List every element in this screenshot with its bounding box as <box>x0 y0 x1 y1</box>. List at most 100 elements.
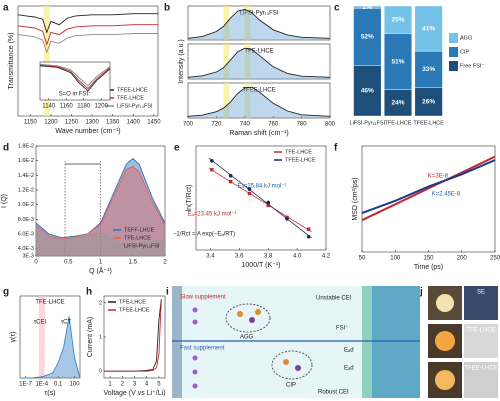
x-tick-label: 1150 <box>24 120 38 126</box>
y-tick-label: 4.0E-3 <box>18 246 34 252</box>
annotation: Eₐ=23.45 kJ mol⁻¹ <box>188 212 237 218</box>
panel: g 1E-7 1E-4 0.1 100 τ(s) γ(τ) TFE-LHCE τCEI τCT <box>3 287 81 397</box>
plot-frame <box>361 145 496 253</box>
bar-segment <box>414 5 443 52</box>
x-tick-label: 50 <box>359 256 366 262</box>
x-tick-label: 200 <box>457 256 468 262</box>
x-tick-label: 250 <box>490 256 500 262</box>
x-tick-label: 1180 <box>77 104 91 110</box>
photo <box>464 286 498 320</box>
y-tick-label: 1.4E-2 <box>18 173 34 179</box>
photo-caption: TFE-LHCE <box>466 328 495 334</box>
panel: c 46% 52% 2% LiFSI-Pyr₁₃FSI 24% 51% 25% TFE-LHCE… <box>334 3 484 127</box>
y-tick-label: 1.2E-2 <box>18 187 34 193</box>
highlight-band <box>43 6 50 116</box>
area <box>36 166 165 256</box>
x-axis-label: Time (ps) <box>414 264 443 271</box>
panel-title: LiFSI-Pyr₁₃FSI <box>240 11 279 17</box>
point <box>306 227 311 231</box>
panel-title: TFEE-LHCE <box>242 88 275 94</box>
x-axis-label: Raman shift (cm⁻¹) <box>229 130 288 137</box>
point <box>266 200 271 205</box>
legend-label: AGG <box>460 35 472 41</box>
y-axis-label: ln(T/Rct) <box>186 185 193 212</box>
point <box>210 168 214 172</box>
panel-letter: d <box>3 143 9 154</box>
bar-segment <box>414 87 443 117</box>
y-tick-label: 8.0E-3 <box>18 217 34 223</box>
line <box>187 8 331 39</box>
x-tick-label: 1 <box>99 260 103 266</box>
x-axis-label: Voltage (V vs Li⁺/Li) <box>103 390 165 397</box>
photo-caption: TFEE-LHCE <box>464 366 497 372</box>
line <box>187 47 331 78</box>
li-ion <box>192 383 198 389</box>
panel-letter: c <box>334 3 340 14</box>
value-label: 52% <box>361 34 374 41</box>
photo <box>464 324 498 358</box>
li-ion <box>192 319 198 325</box>
x-tick-label: 1450 <box>147 120 161 126</box>
diagram-label: AGG <box>240 335 254 341</box>
x-tick-label: 1E-4 <box>35 382 48 388</box>
line <box>39 65 111 92</box>
value-label: 46% <box>361 87 374 94</box>
diagram-label: FSI⁻ <box>336 326 349 332</box>
diagram-label: CIP <box>286 383 296 389</box>
y-tick-label: 2 <box>99 300 102 306</box>
annotation: K=3E-8 <box>428 174 449 180</box>
x-tick-label: 3.4 <box>206 254 215 260</box>
x-tick-label: 2 <box>121 382 125 388</box>
value-label: 26% <box>422 98 435 105</box>
highlight-band <box>223 83 230 118</box>
y-tick-label: 1.6E-2 <box>18 158 34 164</box>
x-axis-label: 1000/T (K⁻¹) <box>242 262 281 269</box>
plot-frame <box>19 295 81 379</box>
panel: Intensity (a.u.) TFE-LHCE <box>178 39 331 84</box>
legend-label: TEFF-LHCE <box>124 227 155 233</box>
panel-letter: a <box>3 3 9 14</box>
x-tick-label: 1400 <box>127 120 141 126</box>
line <box>187 86 331 117</box>
panel-letter: g <box>3 287 9 298</box>
y-tick-label: 0 <box>99 369 102 375</box>
line <box>35 157 166 239</box>
x-tick-label: 1200 <box>95 104 109 110</box>
annotation: τCEI <box>34 320 47 326</box>
x-tick-label: 1350 <box>106 120 120 126</box>
x-tick-label: TFEE-LHCE <box>413 120 444 126</box>
panel: d 0 0.5 1 1.5 2 3E-34.0E-3 6.0E-3 8.0E-3 1.0E-2 1.… <box>1 143 167 275</box>
x-axis-label: Q (Å⁻¹) <box>89 266 112 275</box>
line <box>104 299 162 372</box>
glow <box>435 331 455 351</box>
cathode <box>372 286 420 398</box>
panel-title: TFE-LHCE <box>244 49 273 55</box>
annotation: τCT <box>61 320 72 326</box>
line <box>361 159 496 215</box>
photo <box>464 362 498 398</box>
line <box>20 316 81 379</box>
fit-line <box>208 157 312 239</box>
panel-letter: h <box>86 287 92 298</box>
legend-label: TFE-LHCE <box>124 235 151 241</box>
x-tick-label: 4.2 <box>322 254 331 260</box>
li-ion <box>192 369 198 375</box>
x-tick-label: 3.6 <box>235 254 244 260</box>
y-axis-label: Current (mA) <box>87 317 94 357</box>
x-tick-label: 1 <box>108 382 112 388</box>
legend-label: TFEE-LHCE <box>117 87 148 93</box>
x-tick-label: 4.0 <box>293 254 302 260</box>
y-axis-label: Transmittance (%) <box>8 33 15 90</box>
line <box>17 33 158 54</box>
value-label: 2% <box>363 4 373 11</box>
x-tick-label: 5 <box>157 382 161 388</box>
y-axis-label: I (Q) <box>1 194 8 208</box>
x-tick-label: 800 <box>325 122 336 128</box>
x-tick-label: TFE-LHCE <box>385 120 412 126</box>
legend-label: CIP <box>460 49 470 55</box>
legend-label: TFEE-LHCE <box>119 307 150 313</box>
annotation: K=2.45E-8 <box>432 192 461 198</box>
fit-line <box>208 168 312 233</box>
